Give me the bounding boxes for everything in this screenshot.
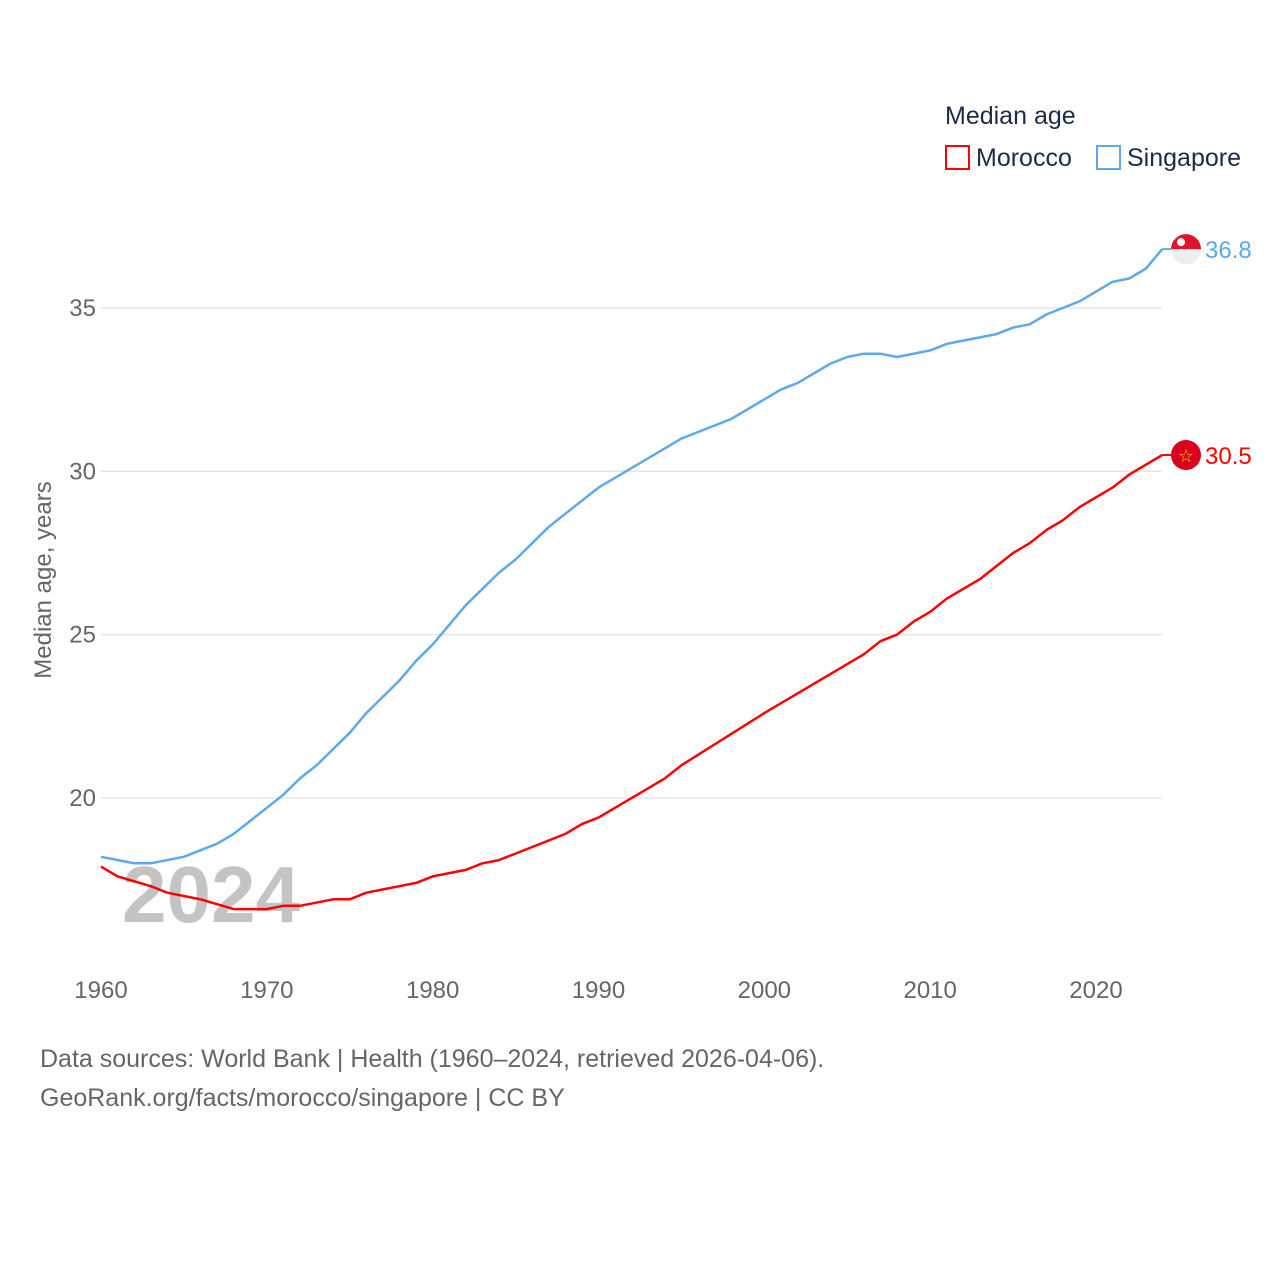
x-tick-label: 1970 [240, 977, 293, 1004]
y-axis-label: Median age, years [30, 481, 57, 678]
legend-title: Median age [945, 102, 1076, 130]
year-watermark: 2024 [122, 850, 300, 939]
end-value-label-morocco: 30.5 [1205, 443, 1252, 470]
data-sources: Data sources: World Bank | Health (1960–… [40, 1045, 825, 1073]
legend-label-singapore: Singapore [1127, 144, 1241, 172]
x-tick-label: 1960 [74, 977, 127, 1004]
end-value-label-singapore: 36.8 [1205, 237, 1252, 264]
morocco-flag-icon [1171, 439, 1201, 470]
x-tick-label: 2020 [1069, 977, 1122, 1004]
x-tick-label: 2000 [738, 977, 791, 1004]
y-tick-label: 20 [69, 785, 96, 812]
series-line-morocco [100, 453, 1163, 911]
y-tick-label: 25 [69, 622, 96, 649]
legend-label-morocco: Morocco [976, 144, 1072, 172]
flag-red-half [1171, 234, 1201, 250]
series-line-singapore [100, 248, 1164, 865]
credit-link[interactable]: GeoRank.org/facts/morocco/singapore | CC… [40, 1084, 565, 1112]
crescent-icon [1177, 238, 1185, 247]
y-tick-label: 30 [69, 458, 96, 485]
y-tick-label: 35 [69, 295, 96, 322]
x-tick-label: 2010 [903, 977, 956, 1004]
x-tick-label: 1980 [406, 977, 459, 1004]
star-icon: ☆ [1178, 446, 1194, 466]
x-tick-label: 1990 [572, 977, 625, 1004]
legend-swatch-morocco [945, 145, 970, 170]
legend-swatch-singapore [1096, 145, 1121, 170]
